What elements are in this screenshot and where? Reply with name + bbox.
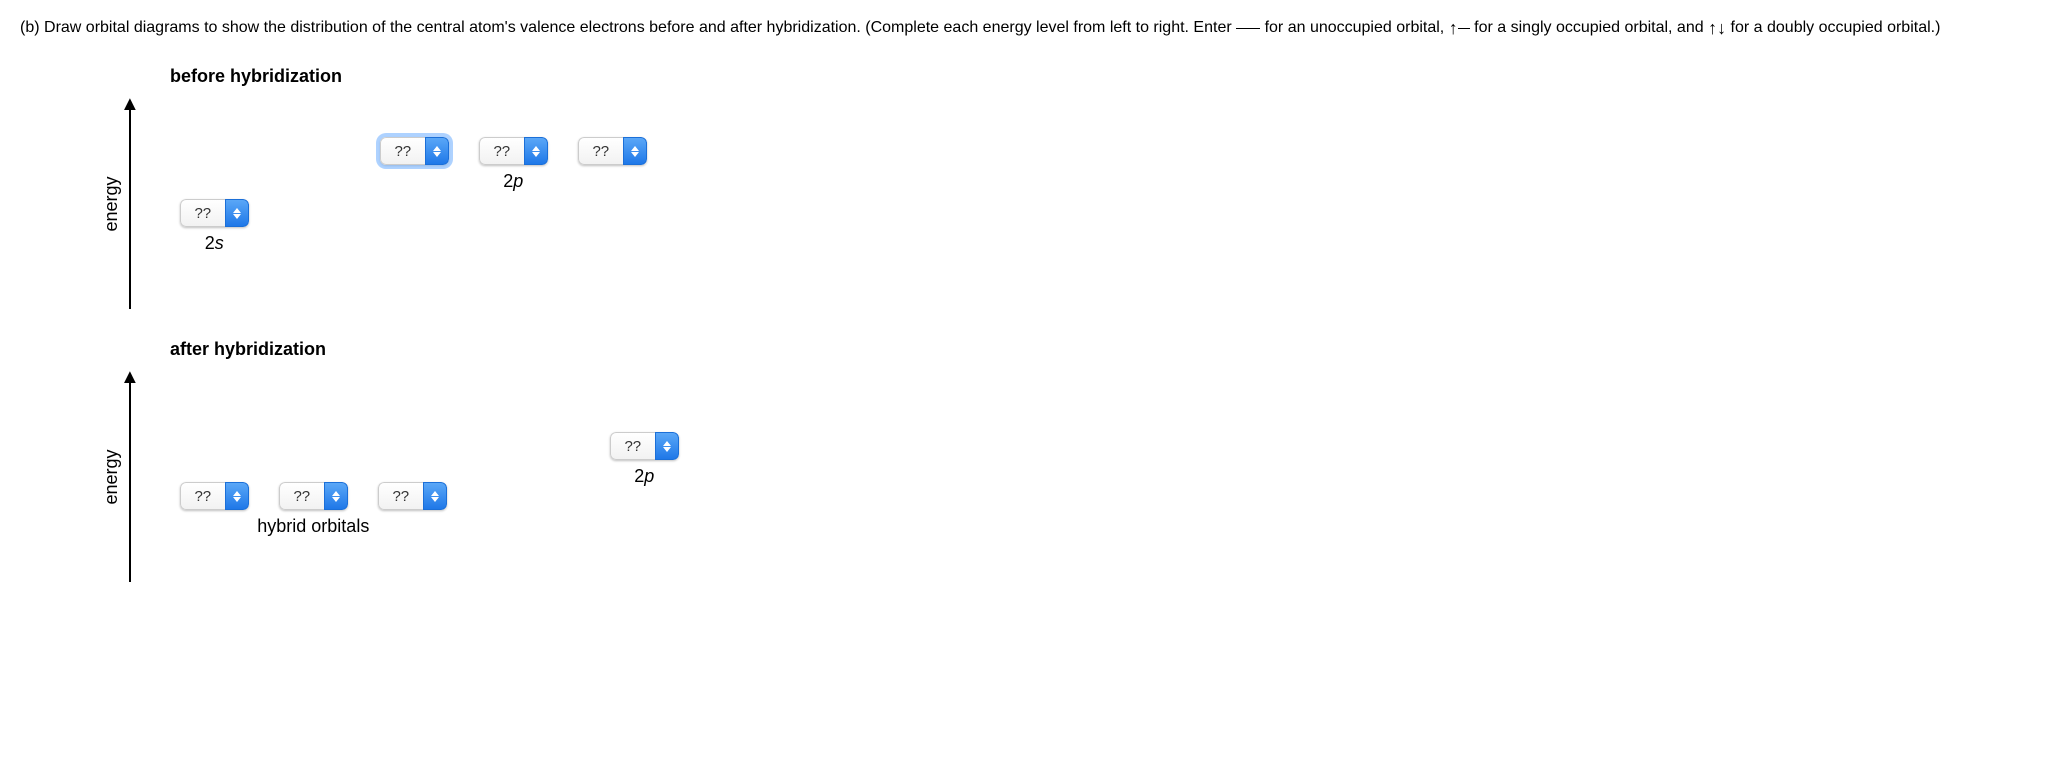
before-2s-label: 2s — [180, 233, 249, 254]
before-energy-axis: energy ▲ — [120, 99, 140, 309]
after-title: after hybridization — [170, 339, 2026, 360]
before-section: before hybridization energy ▲ ?? 2s — [120, 66, 2026, 309]
dropdown-value: ?? — [380, 137, 425, 165]
dropdown-value: ?? — [378, 482, 423, 510]
dropdown-stepper-icon — [225, 482, 249, 510]
before-2p-dropdown-2[interactable]: ?? — [479, 137, 548, 165]
after-hybrid-label: hybrid orbitals — [180, 516, 447, 537]
before-orbital-area: ?? 2s ?? ?? ?? — [140, 99, 840, 309]
dropdown-stepper-icon — [425, 137, 449, 165]
before-title: before hybridization — [170, 66, 2026, 87]
axis-arrowhead-icon: ▲ — [120, 99, 140, 109]
before-2p-dropdown-3[interactable]: ?? — [578, 137, 647, 165]
before-2p-group: ?? ?? ?? 2p — [380, 137, 647, 192]
blank-singly — [1458, 28, 1470, 29]
dropdown-stepper-icon — [324, 482, 348, 510]
after-axis-label: energy — [101, 449, 122, 504]
text-segment-4: for a doubly occupied orbital.) — [1731, 19, 1941, 36]
dropdown-stepper-icon — [423, 482, 447, 510]
question-text: (b) Draw orbital diagrams to show the di… — [20, 10, 2026, 46]
after-orbital-area: ?? ?? ?? hybrid orbitals — [140, 372, 840, 582]
after-2p-dropdown-1[interactable]: ?? — [610, 432, 679, 460]
axis-line — [129, 382, 132, 582]
before-axis-label: energy — [101, 176, 122, 231]
dropdown-value: ?? — [279, 482, 324, 510]
before-2s-group: ?? 2s — [180, 199, 249, 254]
dropdown-value: ?? — [479, 137, 524, 165]
part-label: (b) — [20, 19, 40, 36]
dropdown-value: ?? — [180, 199, 225, 227]
blank-unoccupied — [1236, 28, 1260, 29]
dropdown-stepper-icon — [623, 137, 647, 165]
dropdown-value: ?? — [180, 482, 225, 510]
up-arrow-glyph: ↑ — [1449, 18, 1458, 38]
axis-arrowhead-icon: ▲ — [120, 372, 140, 382]
text-segment-1: Draw orbital diagrams to show the distri… — [44, 19, 1232, 36]
after-energy-axis: energy ▲ — [120, 372, 140, 582]
dropdown-value: ?? — [610, 432, 655, 460]
dropdown-value: ?? — [578, 137, 623, 165]
after-hybrid-dropdown-1[interactable]: ?? — [180, 482, 249, 510]
after-hybrid-dropdown-2[interactable]: ?? — [279, 482, 348, 510]
updown-arrow-glyph: ↑↓ — [1708, 18, 1726, 38]
axis-line — [129, 109, 132, 309]
dropdown-stepper-icon — [655, 432, 679, 460]
text-segment-2: for an unoccupied orbital, — [1265, 19, 1445, 36]
after-hybrid-dropdown-3[interactable]: ?? — [378, 482, 447, 510]
dropdown-stepper-icon — [225, 199, 249, 227]
before-2p-label: 2p — [380, 171, 647, 192]
before-2p-dropdown-1[interactable]: ?? — [380, 137, 449, 165]
after-hybrid-group: ?? ?? ?? hybrid orbitals — [180, 482, 447, 537]
after-2p-label: 2p — [610, 466, 679, 487]
before-2s-dropdown-1[interactable]: ?? — [180, 199, 249, 227]
after-2p-group: ?? 2p — [610, 432, 679, 487]
text-segment-3: for a singly occupied orbital, and — [1474, 19, 1703, 36]
after-section: after hybridization energy ▲ ?? ?? — [120, 339, 2026, 582]
dropdown-stepper-icon — [524, 137, 548, 165]
